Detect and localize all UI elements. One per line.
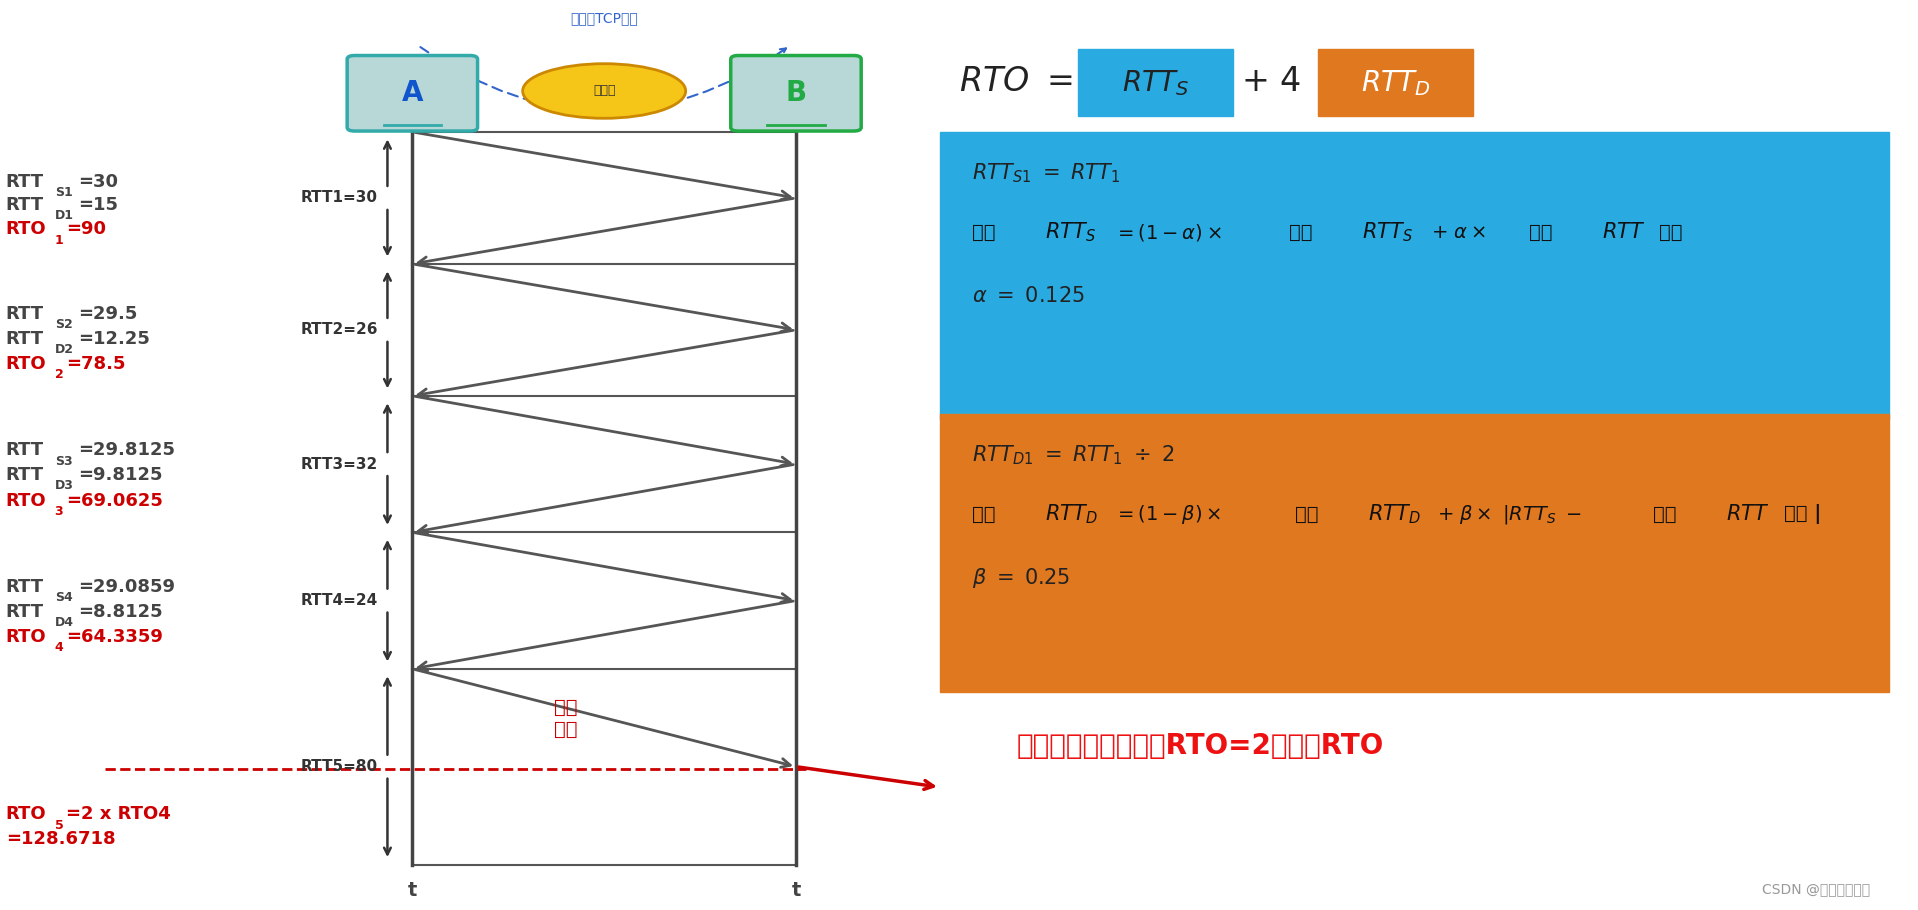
Text: RTT: RTT	[6, 329, 44, 348]
Text: 样本: 样本	[1659, 223, 1682, 241]
Text: =15: =15	[79, 196, 117, 214]
Text: 新的: 新的	[1529, 223, 1552, 241]
Text: 因特网: 因特网	[593, 85, 616, 97]
Text: =90: =90	[65, 220, 105, 238]
Text: $RTT_{D1}\ =\ RTT_1\ \div\ 2$: $RTT_{D1}\ =\ RTT_1\ \div\ 2$	[972, 443, 1176, 467]
Text: RTT: RTT	[6, 441, 44, 460]
Text: 3: 3	[54, 505, 63, 518]
Text: 4: 4	[54, 642, 63, 654]
Text: $+\ 4\ \times$: $+\ 4\ \times$	[1241, 66, 1345, 98]
Text: 旧的: 旧的	[1289, 223, 1312, 241]
Text: RTT: RTT	[6, 602, 44, 621]
Text: $\alpha\ =\ 0.125$: $\alpha\ =\ 0.125$	[972, 286, 1086, 306]
Text: RTT4=24: RTT4=24	[301, 593, 378, 608]
Text: RTT: RTT	[6, 466, 44, 484]
Text: RTT: RTT	[6, 196, 44, 214]
Text: =78.5: =78.5	[65, 355, 127, 373]
Text: RTT2=26: RTT2=26	[301, 322, 378, 338]
Text: $RTT_D$: $RTT_D$	[1360, 68, 1431, 97]
Text: 新的: 新的	[972, 505, 995, 523]
Text: $RTT_S$: $RTT_S$	[1045, 220, 1095, 244]
Text: A: A	[401, 79, 424, 106]
Text: 5: 5	[54, 819, 63, 832]
Text: =30: =30	[79, 173, 117, 191]
Text: D1: D1	[54, 209, 73, 222]
Text: 超时
重传: 超时 重传	[554, 698, 577, 740]
FancyBboxPatch shape	[940, 132, 1889, 419]
Text: RTO: RTO	[6, 220, 46, 238]
Text: =2 x RTO4: =2 x RTO4	[65, 805, 171, 824]
Text: RTT: RTT	[6, 578, 44, 596]
Text: $RTT$: $RTT$	[1726, 504, 1770, 524]
Text: CSDN @行稳方能走远: CSDN @行稳方能走远	[1763, 883, 1870, 896]
Text: D4: D4	[54, 616, 73, 629]
Text: S4: S4	[54, 592, 73, 604]
Text: S2: S2	[54, 318, 73, 331]
Text: =8.8125: =8.8125	[79, 602, 163, 621]
Text: 出现超时重传时，新RTO=2倍的旧RTO: 出现超时重传时，新RTO=2倍的旧RTO	[1017, 733, 1383, 760]
Text: $RTO\ =\ $: $RTO\ =\ $	[959, 66, 1072, 98]
Text: =29.0859: =29.0859	[79, 578, 175, 596]
Text: =128.6718: =128.6718	[6, 830, 115, 848]
Text: =29.8125: =29.8125	[79, 441, 175, 460]
Text: D2: D2	[54, 343, 73, 356]
Text: S3: S3	[54, 455, 73, 468]
Text: $RTT_D$: $RTT_D$	[1045, 502, 1097, 526]
Text: 2: 2	[54, 369, 63, 381]
Text: B: B	[784, 79, 807, 106]
Text: =64.3359: =64.3359	[65, 628, 163, 646]
FancyBboxPatch shape	[347, 56, 478, 131]
Text: t: t	[409, 881, 416, 900]
Text: RTT5=80: RTT5=80	[301, 759, 378, 774]
Text: RTT: RTT	[6, 173, 44, 191]
Text: =69.0625: =69.0625	[65, 491, 163, 510]
Ellipse shape	[522, 64, 687, 118]
FancyBboxPatch shape	[940, 414, 1889, 692]
Text: $RTT$: $RTT$	[1602, 222, 1646, 242]
Text: t: t	[792, 881, 800, 900]
Text: $RTT_S$: $RTT_S$	[1362, 220, 1412, 244]
FancyBboxPatch shape	[1078, 49, 1233, 116]
Text: RTO: RTO	[6, 805, 46, 824]
Text: $+\ \alpha\times$: $+\ \alpha\times$	[1431, 223, 1486, 241]
Text: $= (1-\alpha)\times$: $= (1-\alpha)\times$	[1114, 221, 1222, 243]
Text: 新的: 新的	[1653, 505, 1676, 523]
Text: $RTT_{S1}\ =\ RTT_1$: $RTT_{S1}\ =\ RTT_1$	[972, 161, 1120, 185]
Text: 旧的: 旧的	[1295, 505, 1318, 523]
FancyBboxPatch shape	[731, 56, 861, 131]
Text: RTT: RTT	[6, 305, 44, 323]
Text: 1: 1	[54, 234, 63, 247]
Text: =29.5: =29.5	[79, 305, 136, 323]
Text: RTO: RTO	[6, 628, 46, 646]
Text: =12.25: =12.25	[79, 329, 150, 348]
Text: S1: S1	[54, 187, 73, 199]
Text: RTT1=30: RTT1=30	[301, 190, 378, 206]
Text: =9.8125: =9.8125	[79, 466, 163, 484]
Text: 新的: 新的	[972, 223, 995, 241]
Text: 已建立TCP连接: 已建立TCP连接	[570, 11, 639, 25]
Text: RTO: RTO	[6, 491, 46, 510]
Text: D3: D3	[54, 480, 73, 492]
Text: RTT3=32: RTT3=32	[301, 457, 378, 471]
Text: RTO: RTO	[6, 355, 46, 373]
Text: $+\ \beta\times\ |RTT_S\ -$: $+\ \beta\times\ |RTT_S\ -$	[1437, 502, 1582, 526]
FancyBboxPatch shape	[1318, 49, 1473, 116]
Text: 样本 |: 样本 |	[1784, 504, 1820, 524]
Text: $RTT_D$: $RTT_D$	[1368, 502, 1419, 526]
Text: $RTT_S$: $RTT_S$	[1122, 68, 1189, 97]
Text: $= (1-\beta)\times$: $= (1-\beta)\times$	[1114, 502, 1222, 526]
Text: $\beta\ =\ 0.25$: $\beta\ =\ 0.25$	[972, 566, 1070, 590]
